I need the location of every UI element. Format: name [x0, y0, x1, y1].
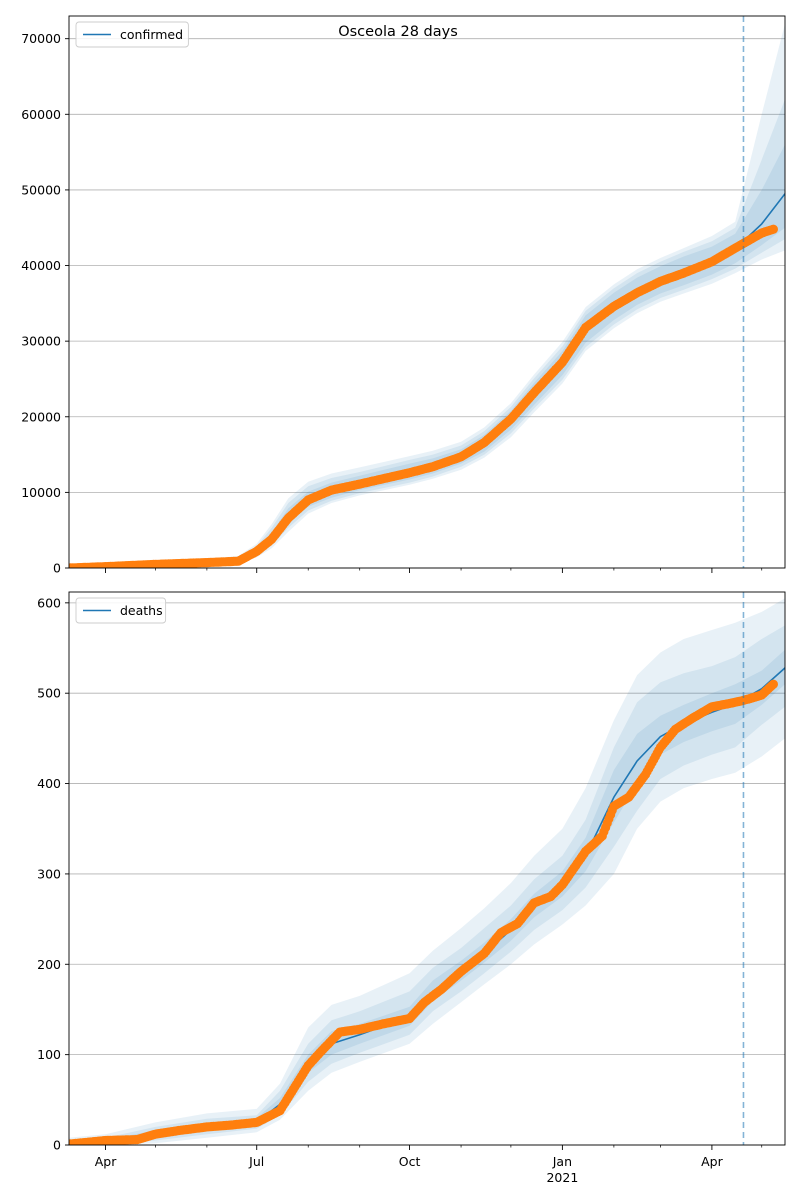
- confirmed-panel: 0 10000 20000 30000 40000 50000 60000 70000 conf…: [21, 15, 786, 576]
- uncertainty-band: [69, 598, 785, 1145]
- y-tick-label: 300: [37, 866, 61, 881]
- y-tick-label: 50000: [21, 182, 61, 197]
- axes-frame: [68, 591, 786, 1146]
- y-tick-label: 60000: [21, 107, 61, 122]
- y-tick-label: 200: [37, 957, 61, 972]
- legend-box: [75, 597, 167, 624]
- y-tick-label: 100: [37, 1047, 61, 1062]
- data-point: [768, 224, 779, 234]
- x-tick-label: Apr: [95, 1154, 117, 1169]
- uncertainty-band: [69, 23, 785, 568]
- chart-title: Osceola 28 days: [338, 24, 458, 40]
- x-tick-label: Jan: [552, 1154, 572, 1169]
- y-tick-label: 40000: [21, 258, 61, 273]
- y-tick-label: 400: [37, 776, 61, 791]
- uncertainty-band: [69, 99, 785, 568]
- plot-area: [69, 598, 785, 1145]
- y-tick-label: 20000: [21, 409, 61, 424]
- y-tick-label: 10000: [21, 485, 61, 500]
- legend: confirmed: [75, 21, 189, 48]
- plot-area: [69, 23, 785, 568]
- y-tick-label: 500: [37, 686, 61, 701]
- uncertainty-band: [69, 649, 785, 1145]
- legend-label: confirmed: [120, 27, 183, 42]
- legend-box: [75, 21, 189, 48]
- uncertainty-band: [69, 625, 785, 1145]
- x-tick-year-label: 2021: [546, 1170, 578, 1185]
- y-tick-label: 0: [53, 561, 61, 576]
- x-tick-label: Jul: [248, 1154, 264, 1169]
- y-tick-label: 0: [53, 1138, 61, 1153]
- data-point: [768, 679, 779, 689]
- axes-frame: [68, 15, 786, 569]
- x-tick-label: Oct: [399, 1154, 421, 1169]
- series-line-confirmed: [69, 193, 785, 568]
- legend: deaths: [75, 597, 167, 624]
- y-tick-label: 30000: [21, 334, 61, 349]
- y-tick-label: 600: [37, 595, 61, 610]
- legend-label: deaths: [120, 603, 163, 618]
- y-tick-label: 70000: [21, 31, 61, 46]
- x-tick-label: Apr: [701, 1154, 723, 1169]
- uncertainty-band: [69, 144, 785, 568]
